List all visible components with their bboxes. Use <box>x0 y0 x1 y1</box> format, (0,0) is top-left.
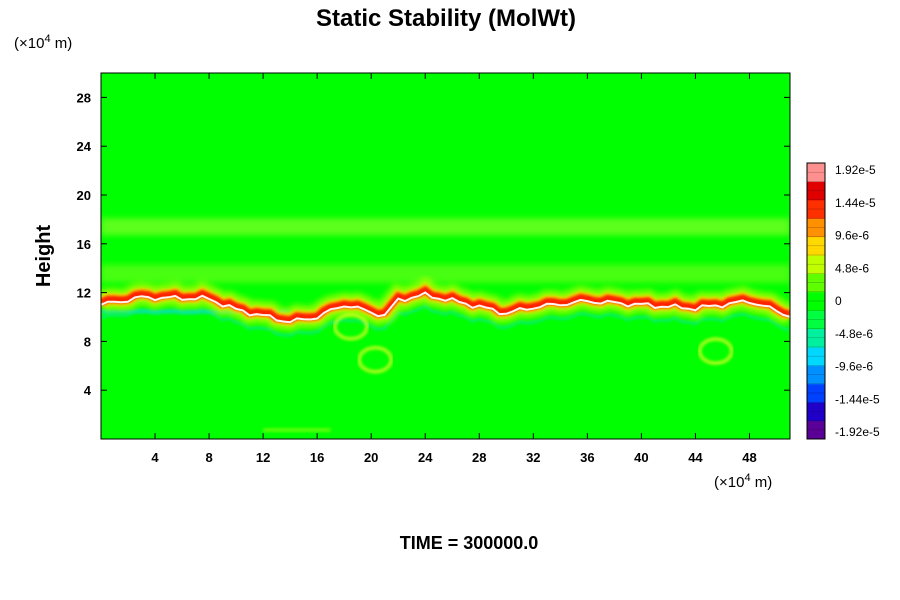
colorbar-segment <box>807 310 825 330</box>
x-tick-label: 8 <box>205 450 212 465</box>
x-tick-label: 32 <box>526 450 540 465</box>
colorbar-segment <box>807 291 825 311</box>
colorbar-label: 4.8e-6 <box>835 261 869 275</box>
y-tick-label: 20 <box>77 188 91 203</box>
stable-band-core <box>101 285 790 324</box>
y-tick-label: 12 <box>77 286 91 301</box>
x-tick-label: 16 <box>310 450 324 465</box>
colorbar-segment <box>807 402 825 422</box>
colorbar-label: -9.6e-6 <box>835 360 873 374</box>
colorbar-segment <box>807 255 825 274</box>
y-tick-label: 8 <box>84 334 91 349</box>
colorbar-segment <box>807 347 825 366</box>
chart-title: Static Stability (MolWt) <box>316 5 576 32</box>
y-tick-label: 24 <box>77 139 92 154</box>
x-axis-unit: (×104 m) <box>714 472 772 491</box>
colorbar-segment <box>807 420 825 440</box>
colorbar-segment <box>807 181 825 201</box>
colorbar-segment <box>807 218 825 238</box>
y-axis-label: Height <box>33 225 55 288</box>
heatmap-field <box>101 218 790 433</box>
colorbar-segment <box>807 163 825 182</box>
colorbar-label: 1.92e-5 <box>835 163 876 177</box>
vortex-swirl <box>357 345 394 374</box>
colorbar-segment <box>807 199 825 219</box>
colorbar-segment <box>807 383 825 403</box>
colorbar-label: -1.44e-5 <box>835 392 880 406</box>
y-tick-label: 4 <box>84 383 92 398</box>
y-axis: 28 24 20 16 12 8 4 <box>77 90 790 398</box>
negative-band-lower <box>101 304 790 338</box>
colorbar-label: 9.6e-6 <box>835 229 869 243</box>
x-axis: 4 8 12 16 20 24 28 32 36 40 44 48 <box>151 73 757 465</box>
time-label: TIME = 300000.0 <box>400 533 539 553</box>
colorbar-frame <box>806 162 826 440</box>
x-tick-label: 40 <box>634 450 648 465</box>
colorbar: 1.92e-5 1.44e-5 9.6e-6 4.8e-6 0 -4.8e-6 -9.6e-… <box>806 162 880 440</box>
vortex-swirl <box>332 312 369 341</box>
plot-area <box>100 72 791 440</box>
colorbar-segment <box>807 328 825 348</box>
colorbar-label: 1.44e-5 <box>835 196 876 210</box>
x-tick-label: 12 <box>256 450 270 465</box>
x-tick-label: 20 <box>364 450 378 465</box>
x-tick-label: 4 <box>151 450 159 465</box>
surface-streak <box>263 428 331 433</box>
plot-frame <box>100 72 791 440</box>
vortex-swirl <box>697 337 734 366</box>
colorbar-segment <box>807 273 825 293</box>
y-tick-label: 16 <box>77 237 91 252</box>
stable-band-peak <box>101 291 790 324</box>
upper-weak-band <box>101 218 790 236</box>
colorbar-segment <box>807 365 825 385</box>
mid-weak-band <box>101 264 790 283</box>
colorbar-label: -4.8e-6 <box>835 327 873 341</box>
heatmap-background <box>101 73 790 439</box>
x-tick-label: 24 <box>418 450 433 465</box>
x-tick-label: 44 <box>688 450 703 465</box>
colorbar-segment <box>807 236 825 256</box>
y-tick-label: 28 <box>77 90 91 105</box>
colorbar-label: 0 <box>835 294 842 308</box>
colorbar-label: -1.92e-5 <box>835 425 880 439</box>
x-tick-label: 36 <box>580 450 594 465</box>
x-tick-label: 28 <box>472 450 486 465</box>
x-tick-label: 48 <box>742 450 756 465</box>
y-axis-unit: (×104 m) <box>14 33 72 52</box>
